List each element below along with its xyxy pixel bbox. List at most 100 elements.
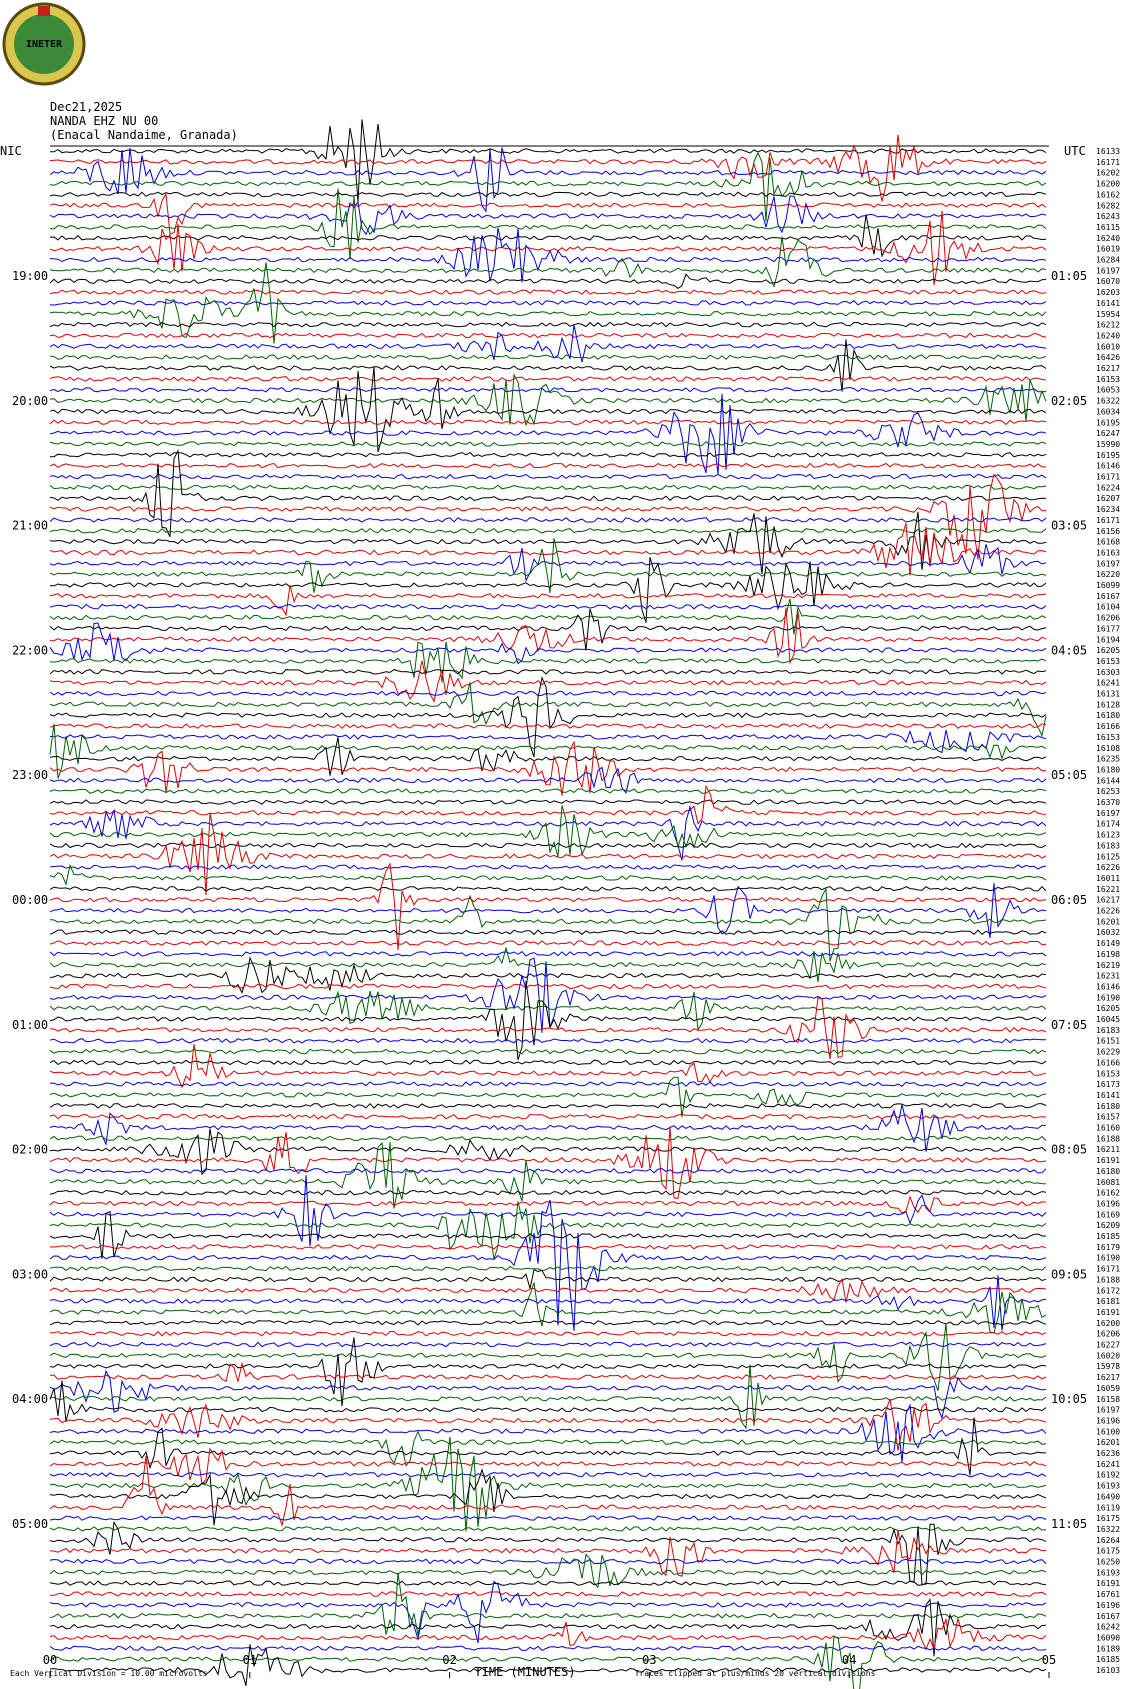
trace-value: 16217 [1096, 1373, 1120, 1382]
trace [49, 1044, 1047, 1089]
trace-value: 16181 [1096, 1297, 1120, 1306]
trace [49, 983, 1047, 990]
trace-value: 16217 [1096, 364, 1120, 373]
trace-value: 16169 [1096, 1210, 1120, 1219]
trace-value: 16163 [1096, 548, 1120, 557]
left-zone: NIC [0, 144, 22, 158]
trace [49, 1210, 1046, 1259]
trace [49, 1268, 1047, 1289]
trace [49, 192, 1047, 235]
trace [49, 1380, 1047, 1422]
right-time: 10:05 [1051, 1392, 1087, 1406]
trace [49, 883, 1047, 938]
trace [49, 842, 1047, 849]
right-time: 01:05 [1051, 269, 1087, 283]
trace [49, 1244, 1047, 1250]
trace [49, 997, 1047, 1060]
trace-value: 16200 [1096, 180, 1120, 189]
trace-value: 16235 [1096, 755, 1120, 764]
trace [49, 1048, 1047, 1055]
trace [49, 1337, 1047, 1407]
trace [49, 484, 1047, 491]
trace [49, 227, 1047, 283]
trace [49, 1189, 1047, 1196]
trace-value: 16284 [1096, 256, 1120, 265]
x-tick-label: 05 [1042, 1653, 1056, 1667]
trace [49, 1081, 1047, 1087]
left-time: 03:00 [12, 1267, 48, 1281]
trace-value: 16103 [1096, 1666, 1120, 1675]
trace [49, 273, 1047, 290]
trace-value: 16303 [1096, 668, 1120, 677]
trace-value: 16247 [1096, 429, 1120, 438]
trace-value: 16032 [1096, 928, 1120, 937]
trace-value: 16180 [1096, 1102, 1120, 1111]
trace [49, 1037, 1047, 1044]
trace [49, 537, 1047, 593]
trace-value: 16197 [1096, 266, 1120, 275]
trace-value: 16019 [1096, 245, 1120, 254]
trace [49, 1529, 1047, 1577]
trace-value: 16177 [1096, 624, 1120, 633]
trace-value: 16196 [1096, 1199, 1120, 1208]
left-time: 23:00 [12, 768, 48, 782]
trace-value: 16426 [1096, 353, 1120, 362]
trace-value: 16081 [1096, 1178, 1120, 1187]
trace [49, 373, 1047, 427]
trace [49, 324, 1047, 363]
logo: INETER [2, 2, 86, 86]
trace [49, 723, 1047, 729]
trace [49, 1455, 1047, 1528]
trace-value: 16053 [1096, 386, 1120, 395]
trace [49, 210, 1047, 285]
trace [49, 236, 1047, 288]
trace-value: 16197 [1096, 1406, 1120, 1415]
trace [49, 366, 1047, 453]
trace-value: 16253 [1096, 787, 1120, 796]
trace-value: 16045 [1096, 1015, 1120, 1024]
trace-value: 16231 [1096, 972, 1120, 981]
trace-value: 16167 [1096, 592, 1120, 601]
right-time: 07:05 [1051, 1018, 1087, 1032]
trace [49, 1113, 1047, 1120]
right-time: 09:05 [1051, 1267, 1087, 1281]
trace [49, 1644, 1047, 1686]
trace [49, 981, 1047, 1061]
trace-value: 16196 [1096, 1416, 1120, 1425]
trace-value: 16146 [1096, 462, 1120, 471]
trace-value: 16180 [1096, 765, 1120, 774]
trace [49, 1126, 1047, 1199]
left-time: 02:00 [12, 1143, 48, 1157]
trace [49, 557, 1047, 623]
trace [49, 462, 1047, 469]
trace-value: 16195 [1096, 418, 1120, 427]
trace-value: 16190 [1096, 993, 1120, 1002]
trace [49, 188, 1047, 260]
trace-value: 15954 [1096, 310, 1120, 319]
date: Dec21,2025 [50, 100, 122, 114]
trace [49, 799, 1047, 805]
trace [49, 1102, 1047, 1109]
trace-value: 16153 [1096, 657, 1120, 666]
trace [49, 1277, 1047, 1303]
trace [49, 419, 1047, 426]
trace-value: 16240 [1096, 331, 1120, 340]
trace [49, 864, 1047, 870]
trace-value: 16131 [1096, 690, 1120, 699]
trace-value: 16171 [1096, 1265, 1120, 1274]
trace [49, 669, 1047, 675]
logo-text: INETER [26, 39, 63, 50]
trace-value: 16243 [1096, 212, 1120, 221]
trace [49, 1341, 1047, 1348]
trace-value: 16123 [1096, 831, 1120, 840]
trace-value: 15978 [1096, 1362, 1120, 1371]
trace-value: 16167 [1096, 1612, 1120, 1621]
traces [49, 119, 1047, 1689]
trace [49, 690, 1047, 697]
left-time: 01:00 [12, 1018, 48, 1032]
trace-value: 16157 [1096, 1113, 1120, 1122]
trace-value: 16250 [1096, 1558, 1120, 1567]
trace [49, 441, 1047, 447]
trace [49, 1195, 1047, 1214]
trace-value: 16206 [1096, 1330, 1120, 1339]
